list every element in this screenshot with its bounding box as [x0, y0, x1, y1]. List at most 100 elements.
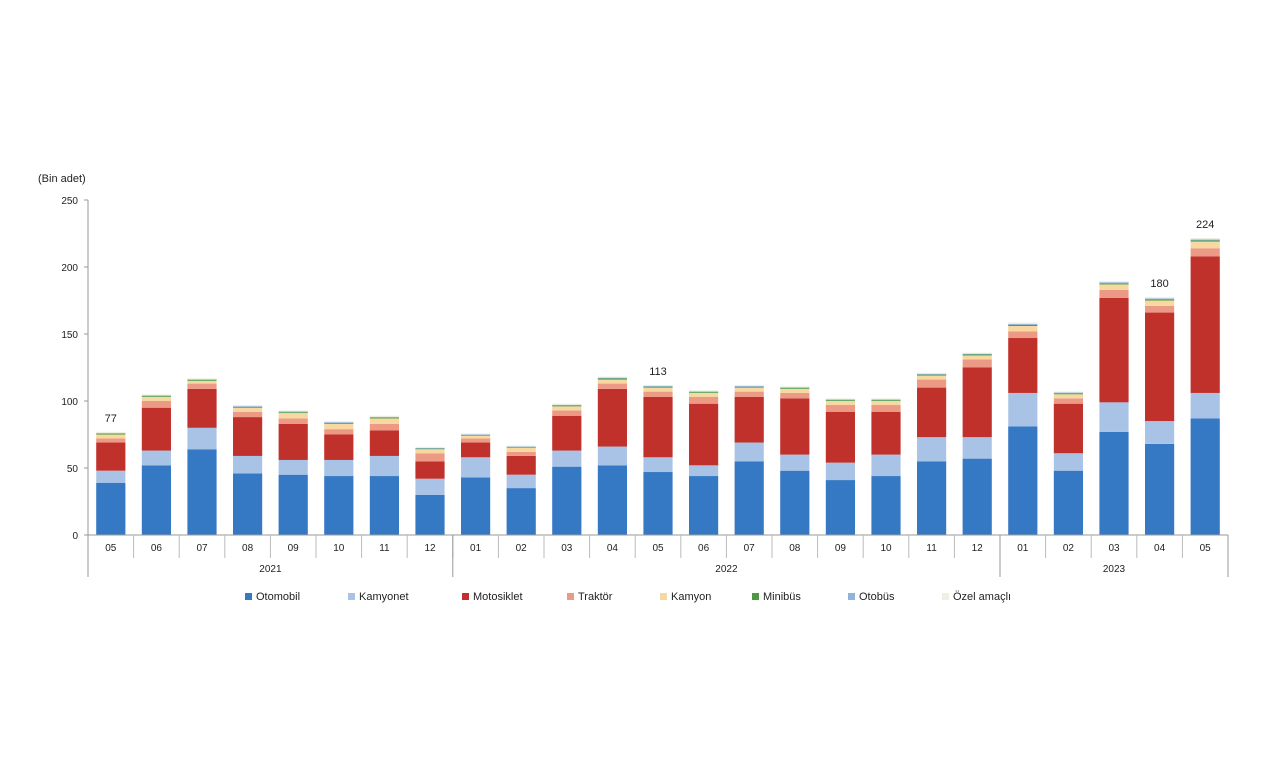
- bar-segment--zel-ama-l-: [734, 384, 764, 386]
- x-tick-label: 03: [1108, 543, 1120, 554]
- bar-segment-motosiklet: [278, 423, 308, 460]
- x-tick-label: 05: [105, 543, 117, 554]
- x-tick-label: 05: [652, 543, 664, 554]
- bar-segment-trakt-r: [96, 438, 126, 443]
- bar-segment-minib-s: [1008, 324, 1038, 326]
- bar-segment-trakt-r: [689, 396, 719, 404]
- bar-segment-otob-s: [1053, 392, 1083, 394]
- x-tick-label: 12: [972, 543, 984, 554]
- bar-segment-motosiklet: [734, 396, 764, 443]
- y-tick-label: 50: [67, 464, 79, 475]
- x-tick-label: 10: [880, 543, 892, 554]
- bar-segment-otob-s: [278, 411, 308, 413]
- bar-segment-kamyonet: [552, 450, 582, 467]
- bar-segment-otomobil: [369, 476, 399, 535]
- bar-segment-kamyonet: [506, 474, 536, 489]
- bar-segment-otob-s: [1008, 323, 1038, 325]
- bar-segment-trakt-r: [415, 453, 445, 462]
- y-tick-label: 200: [61, 263, 78, 274]
- bar-segment-otob-s: [962, 353, 992, 355]
- bar-segment--zel-ama-l-: [141, 394, 171, 396]
- legend-label: Kamyon: [671, 591, 711, 603]
- bar-segment--zel-ama-l-: [96, 431, 126, 433]
- bar-segment-otob-s: [780, 387, 810, 389]
- x-tick-label: 07: [744, 543, 756, 554]
- bar-segment-minib-s: [1053, 393, 1083, 395]
- bar-segment-motosiklet: [233, 417, 263, 456]
- bar-segment-minib-s: [461, 435, 491, 436]
- bar-segment-kamyon: [324, 423, 354, 430]
- x-tick-label: 05: [1200, 543, 1212, 554]
- x-tick-label: 12: [424, 543, 436, 554]
- bar-segment-otomobil: [825, 480, 855, 535]
- bar-segment-otob-s: [141, 395, 171, 397]
- bar-segment-trakt-r: [278, 418, 308, 424]
- bar-segment-otomobil: [233, 473, 263, 535]
- bar-segment--zel-ama-l-: [597, 376, 627, 378]
- x-tick-label: 06: [698, 543, 710, 554]
- x-axis: 05 06 07 08 09 10 11 12 01 02 03 04 05 06 07 08 09 10 11 12…: [87, 534, 1229, 577]
- x-tick-label: 06: [151, 543, 163, 554]
- bar-segment-otob-s: [1099, 282, 1129, 284]
- bar-segment-motosiklet: [871, 411, 901, 455]
- bar-segment-minib-s: [689, 392, 719, 393]
- bar-segment-minib-s: [324, 422, 354, 424]
- bar-segment-trakt-r: [1190, 248, 1220, 257]
- bar-segment-otomobil: [597, 465, 627, 535]
- bar-segment-kamyonet: [643, 457, 673, 473]
- bar-segment-otob-s: [552, 404, 582, 406]
- bar-segment-kamyon: [233, 407, 263, 412]
- x-tick-label: 07: [196, 543, 208, 554]
- bar-segment-kamyon: [96, 434, 126, 439]
- bar-segment-trakt-r: [825, 405, 855, 412]
- bar-segment-otob-s: [597, 377, 627, 379]
- bar-segment-motosiklet: [552, 415, 582, 451]
- legend-swatch-minib-s: [752, 593, 759, 600]
- bar-segment-trakt-r: [187, 383, 217, 389]
- bar-segment-kamyonet: [141, 450, 171, 466]
- bar-segment-kamyonet: [597, 446, 627, 466]
- bar-segment-minib-s: [1145, 299, 1175, 301]
- bar-segment-motosiklet: [917, 387, 947, 438]
- bar-segment-minib-s: [597, 378, 627, 380]
- x-tick-label: 02: [516, 543, 528, 554]
- bar-segment-kamyon: [1190, 241, 1220, 249]
- bar-segment-otomobil: [278, 474, 308, 535]
- legend-label: Özel amaçlı: [953, 591, 1011, 603]
- bar-segment-motosiklet: [689, 403, 719, 466]
- bar-segment-kamyon: [780, 388, 810, 393]
- bar-segment--zel-ama-l-: [369, 415, 399, 417]
- bar-segment-kamyonet: [233, 455, 263, 474]
- legend-swatch-kamyon: [660, 593, 667, 600]
- bar-segment-minib-s: [96, 433, 126, 435]
- bar-segment-kamyon: [461, 435, 491, 439]
- bar-segment-kamyon: [643, 387, 673, 392]
- bar-segment-kamyon: [415, 449, 445, 454]
- bar-segment-kamyonet: [415, 478, 445, 495]
- bar-segment-minib-s: [187, 380, 217, 381]
- bar-segment-kamyonet: [871, 454, 901, 477]
- bar-segment-kamyon: [689, 392, 719, 397]
- bar-segment--zel-ama-l-: [1008, 322, 1038, 324]
- bar-segment--zel-ama-l-: [1053, 391, 1083, 393]
- x-tick-label: 04: [607, 543, 619, 554]
- bar-segment-kamyon: [141, 396, 171, 401]
- bar-segment-minib-s: [643, 386, 673, 388]
- bar-segment-kamyon: [278, 413, 308, 419]
- x-tick-label: 08: [789, 543, 801, 554]
- legend-label: Kamyonet: [359, 591, 409, 603]
- legend-label: Otobüs: [859, 591, 895, 603]
- legend-label: Traktör: [578, 591, 613, 603]
- bar-segment-trakt-r: [597, 383, 627, 389]
- bar-segment--zel-ama-l-: [1145, 297, 1175, 299]
- bar-segment-motosiklet: [962, 367, 992, 438]
- bar-segment-trakt-r: [962, 359, 992, 368]
- y-axis: 0 50 100 150 200 250: [61, 196, 89, 542]
- bar-segment-otomobil: [734, 461, 764, 535]
- bar-segment-motosiklet: [1099, 297, 1129, 403]
- bar-segment-kamyonet: [689, 465, 719, 477]
- bar-segment--zel-ama-l-: [278, 410, 308, 412]
- bar-segment-trakt-r: [461, 438, 491, 443]
- y-tick-label: 100: [61, 397, 78, 408]
